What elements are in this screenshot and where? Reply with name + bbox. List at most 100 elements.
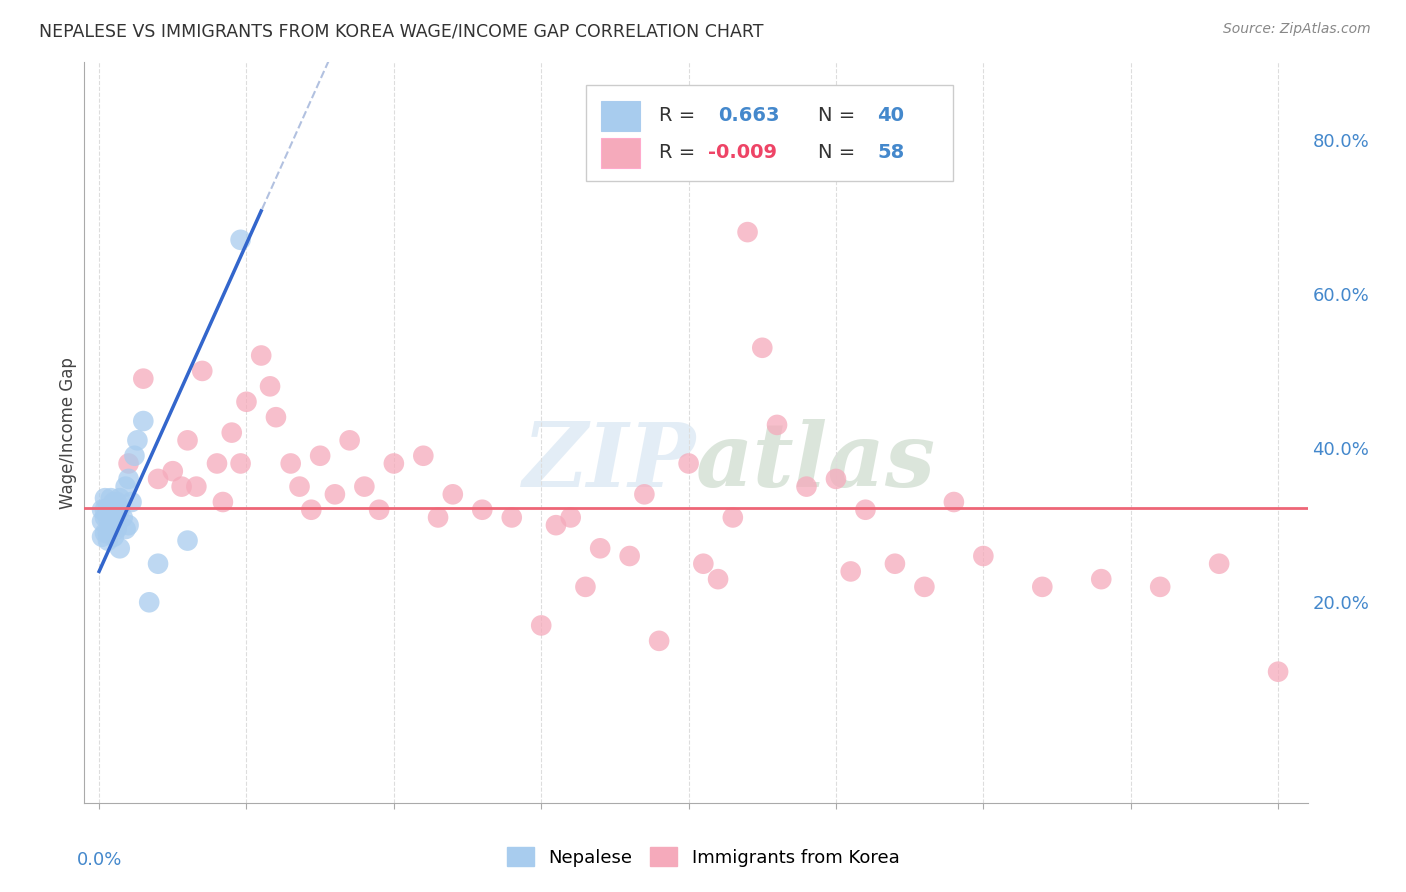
Point	[114, 522, 136, 536]
Point	[105, 495, 128, 509]
Point	[972, 549, 994, 563]
Point	[97, 533, 120, 548]
Point	[412, 449, 434, 463]
Point	[441, 487, 464, 501]
Point	[229, 457, 252, 471]
Text: Source: ZipAtlas.com: Source: ZipAtlas.com	[1223, 22, 1371, 37]
Point	[146, 557, 169, 571]
Point	[912, 580, 935, 594]
Point	[368, 502, 391, 516]
Point	[94, 525, 117, 540]
Point	[127, 434, 149, 448]
Point	[280, 457, 302, 471]
Point	[103, 502, 125, 516]
Point	[103, 495, 125, 509]
Point	[288, 480, 311, 494]
Point	[105, 522, 128, 536]
Text: -0.009: -0.009	[709, 144, 778, 162]
Point	[1267, 665, 1289, 679]
Text: R =: R =	[659, 106, 696, 125]
Text: 58: 58	[877, 144, 904, 162]
Point	[619, 549, 641, 563]
Point	[117, 472, 139, 486]
Point	[103, 530, 125, 544]
Point	[91, 502, 114, 516]
Point	[105, 507, 128, 521]
Point	[108, 502, 131, 516]
Point	[124, 449, 146, 463]
Point	[648, 633, 671, 648]
Point	[94, 502, 117, 516]
Point	[121, 495, 143, 509]
Point	[560, 510, 582, 524]
Point	[191, 364, 214, 378]
Point	[544, 518, 567, 533]
Point	[100, 518, 122, 533]
Point	[117, 518, 139, 533]
Point	[299, 502, 322, 516]
Point	[796, 480, 818, 494]
Point	[186, 480, 208, 494]
Point	[103, 507, 125, 521]
Point	[323, 487, 346, 501]
Point	[751, 341, 773, 355]
Point	[353, 480, 375, 494]
FancyBboxPatch shape	[600, 138, 640, 168]
Point	[146, 472, 169, 486]
Point	[221, 425, 243, 440]
Point	[170, 480, 193, 494]
Point	[427, 510, 450, 524]
Point	[114, 480, 136, 494]
Point	[721, 510, 744, 524]
Point	[264, 410, 287, 425]
Point	[100, 510, 122, 524]
Point	[633, 487, 655, 501]
Legend: Nepalese, Immigrants from Korea: Nepalese, Immigrants from Korea	[499, 840, 907, 874]
Point	[501, 510, 523, 524]
Point	[942, 495, 965, 509]
Text: N =: N =	[818, 106, 855, 125]
Point	[309, 449, 332, 463]
Point	[97, 510, 120, 524]
Point	[132, 414, 155, 428]
Point	[100, 491, 122, 505]
Y-axis label: Wage/Income Gap: Wage/Income Gap	[59, 357, 77, 508]
Point	[766, 417, 789, 432]
Point	[100, 499, 122, 513]
Point	[839, 565, 862, 579]
Point	[382, 457, 405, 471]
Point	[737, 225, 759, 239]
Point	[530, 618, 553, 632]
FancyBboxPatch shape	[586, 85, 953, 181]
Text: atlas: atlas	[696, 419, 936, 506]
Point	[339, 434, 361, 448]
Text: 0.663: 0.663	[718, 106, 779, 125]
Point	[111, 510, 134, 524]
Point	[589, 541, 612, 556]
Point	[1208, 557, 1230, 571]
Point	[91, 514, 114, 528]
Point	[91, 530, 114, 544]
Point	[176, 533, 198, 548]
Point	[1031, 580, 1053, 594]
Point	[108, 491, 131, 505]
Text: 40: 40	[877, 106, 904, 125]
Point	[574, 580, 596, 594]
Point	[162, 464, 184, 478]
Point	[250, 349, 273, 363]
Point	[205, 457, 228, 471]
Point	[884, 557, 907, 571]
Point	[229, 233, 252, 247]
Point	[825, 472, 848, 486]
Point	[138, 595, 160, 609]
Point	[97, 525, 120, 540]
Point	[678, 457, 700, 471]
Point	[1090, 572, 1112, 586]
Text: N =: N =	[818, 144, 855, 162]
Point	[117, 457, 139, 471]
FancyBboxPatch shape	[600, 101, 640, 130]
Point	[692, 557, 714, 571]
Point	[97, 502, 120, 516]
Text: R =: R =	[659, 144, 696, 162]
Text: 0.0%: 0.0%	[76, 851, 122, 869]
